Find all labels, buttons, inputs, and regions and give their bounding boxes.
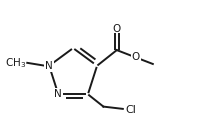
Text: N: N [45,61,53,71]
Text: O: O [113,24,121,34]
Text: Cl: Cl [125,105,136,115]
Text: N: N [54,89,62,99]
Text: O: O [132,52,140,62]
Text: CH$_3$: CH$_3$ [5,56,26,70]
